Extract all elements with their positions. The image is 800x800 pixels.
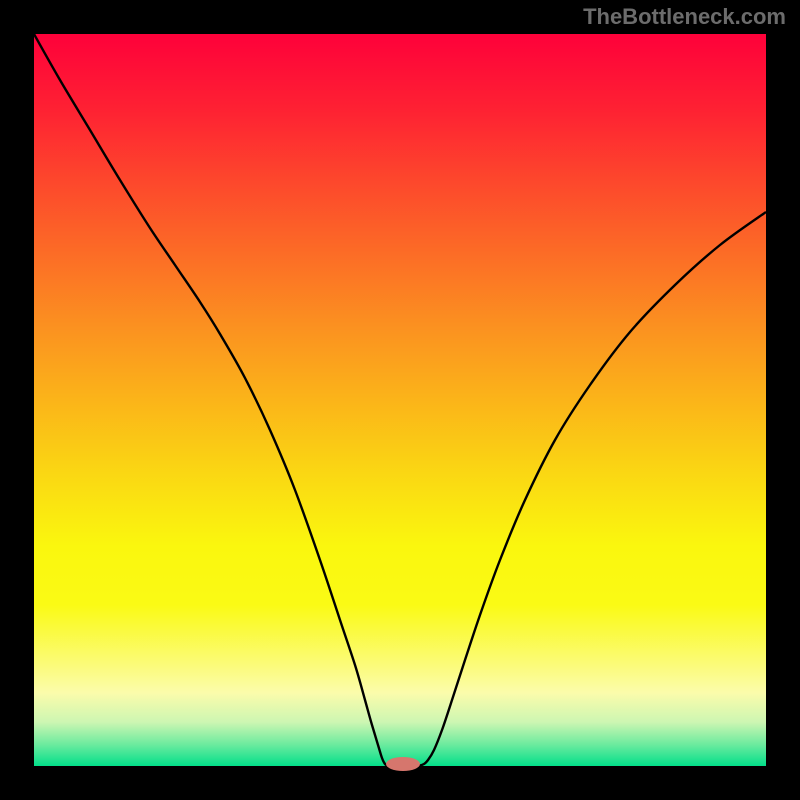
minimum-marker (386, 757, 420, 771)
watermark-text: TheBottleneck.com (583, 4, 786, 30)
bottleneck-chart (0, 0, 800, 800)
chart-container: TheBottleneck.com (0, 0, 800, 800)
chart-background (34, 34, 766, 766)
